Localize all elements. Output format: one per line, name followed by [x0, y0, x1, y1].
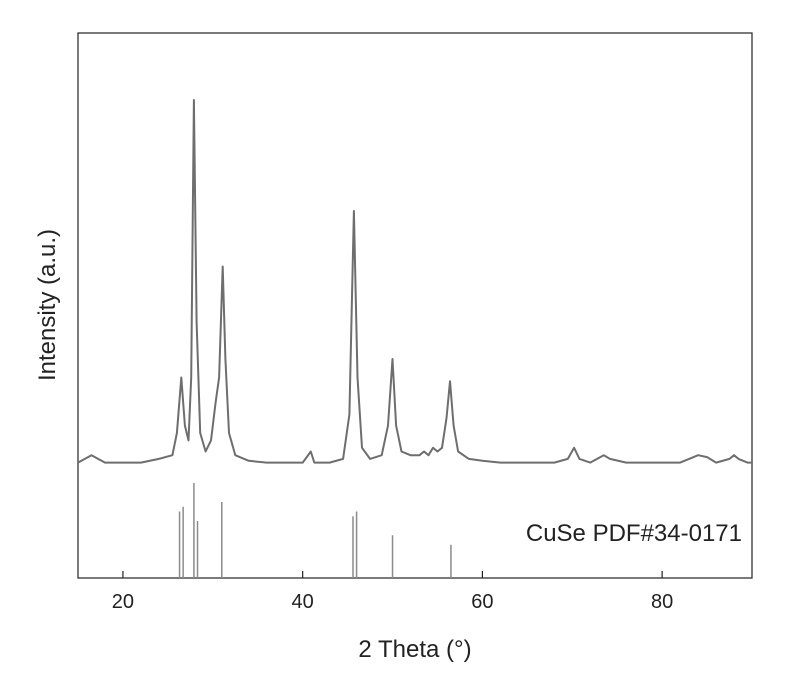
series-line — [78, 100, 752, 463]
x-tick-label: 80 — [651, 591, 673, 613]
xrd-pattern — [78, 100, 752, 463]
x-axis-tick-labels: 20 40 60 80 — [112, 591, 673, 613]
reference-label: CuSe PDF#34-0171 — [526, 520, 742, 547]
plot-frame — [78, 33, 752, 578]
x-tick-label: 60 — [471, 591, 493, 613]
y-axis-label: Intensity (a.u.) — [34, 229, 61, 381]
x-tick-label: 40 — [292, 591, 314, 613]
reference-lines — [180, 483, 451, 578]
x-tick-label: 20 — [112, 591, 134, 613]
x-axis-label: 2 Theta (°) — [358, 636, 471, 663]
